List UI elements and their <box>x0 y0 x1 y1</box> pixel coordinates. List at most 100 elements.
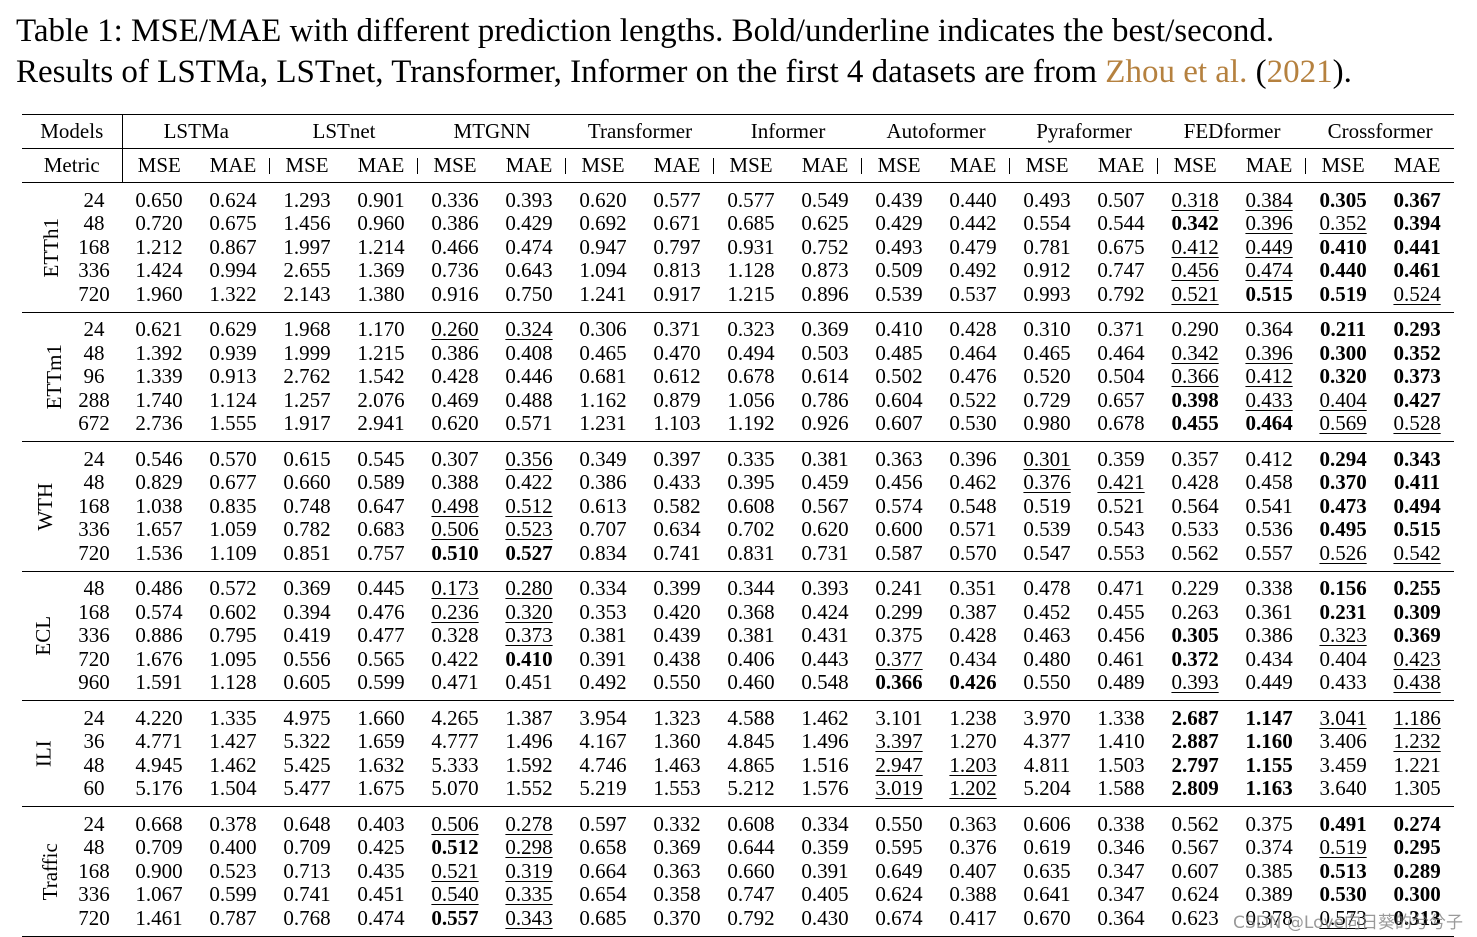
cell: 0.599 <box>344 670 418 701</box>
watermark: CSDN @Love向日葵的兮兮子 <box>1233 913 1463 933</box>
cell: 1.660 <box>344 701 418 731</box>
value: 0.546 <box>135 446 183 471</box>
cell: 1.162 <box>566 388 640 413</box>
value: 0.520 <box>1023 364 1071 388</box>
value: 0.564 <box>1171 493 1219 518</box>
value: 2.143 <box>283 281 331 306</box>
cell: 1.170 <box>344 312 418 342</box>
value: 1.038 <box>135 493 183 518</box>
value: 0.752 <box>801 234 849 259</box>
cell: 0.343 <box>492 906 566 937</box>
cell: 0.445 <box>344 571 418 601</box>
value: 0.506 <box>431 811 479 836</box>
dataset-cell: WTH <box>22 442 66 572</box>
value: 0.473 <box>1319 493 1367 518</box>
metric-name: MSE <box>714 148 789 183</box>
value: 0.675 <box>1097 234 1145 259</box>
value: 1.675 <box>357 776 405 800</box>
data-row: 36 4.771 1.427 5.322 1.659 4.777 1.496 4.167 1.3… <box>22 729 1454 754</box>
cell: 0.528 <box>1380 411 1454 442</box>
cell: 0.526 <box>1306 541 1380 572</box>
cell: 0.369 <box>788 312 862 342</box>
cell: 1.576 <box>788 776 862 807</box>
cell: 0.306 <box>566 312 640 342</box>
cell: 3.101 <box>862 701 936 731</box>
citation-link[interactable]: Zhou et al. <box>1105 54 1248 90</box>
cell: 0.412 <box>1158 235 1232 260</box>
value: 0.795 <box>209 623 257 647</box>
cell: 0.612 <box>640 364 714 389</box>
cell: 0.527 <box>492 541 566 572</box>
cell: 0.493 <box>862 235 936 260</box>
cell: 0.455 <box>1158 411 1232 442</box>
cell: 0.471 <box>1084 571 1158 601</box>
cell: 1.128 <box>714 258 788 283</box>
cell: 0.369 <box>270 571 344 601</box>
value: 0.433 <box>1245 387 1293 412</box>
cell: 0.980 <box>1010 411 1084 442</box>
cell: 0.489 <box>1084 670 1158 701</box>
cell: 0.624 <box>862 882 936 907</box>
value: 0.324 <box>505 317 553 341</box>
value: 0.589 <box>357 470 405 494</box>
cell: 0.522 <box>936 388 1010 413</box>
cell: 0.320 <box>1306 364 1380 389</box>
cell: 0.573 <box>1306 906 1380 937</box>
cell: 0.229 <box>1158 571 1232 601</box>
value: 0.344 <box>727 576 775 600</box>
cell: 0.757 <box>344 541 418 572</box>
horizon: 48 <box>83 576 105 600</box>
value: 0.403 <box>357 811 405 836</box>
citation-year[interactable]: 2021 <box>1266 54 1333 90</box>
value: 0.406 <box>727 646 775 671</box>
value: 3.397 <box>875 729 923 753</box>
cell: 0.643 <box>492 258 566 283</box>
cell: 0.424 <box>788 600 862 625</box>
value: 0.571 <box>949 517 997 541</box>
value: 0.229 <box>1171 576 1219 600</box>
value: 0.332 <box>653 811 701 836</box>
cell: 1.542 <box>344 364 418 389</box>
caption-text: ( <box>1247 54 1267 90</box>
value: 1.536 <box>135 540 183 565</box>
cell: 0.375 <box>1232 807 1306 837</box>
value: 1.155 <box>1245 752 1293 777</box>
cell: 4.377 <box>1010 729 1084 754</box>
cell: 0.602 <box>196 600 270 625</box>
value: 0.550 <box>875 811 923 836</box>
cell: 0.464 <box>1232 411 1306 442</box>
cell: 0.504 <box>1084 364 1158 389</box>
value: 0.548 <box>801 670 849 694</box>
value: 5.219 <box>579 776 627 800</box>
value: 1.322 <box>209 281 257 306</box>
value: 0.439 <box>653 623 701 647</box>
cell: 4.811 <box>1010 753 1084 778</box>
value: 0.381 <box>727 623 775 647</box>
value: 0.607 <box>1171 858 1219 883</box>
cell: 1.232 <box>1380 729 1454 754</box>
cell: 0.361 <box>1232 600 1306 625</box>
cell: 1.212 <box>122 235 196 260</box>
value: 0.782 <box>283 517 331 541</box>
value: 2.736 <box>135 411 183 435</box>
value: 0.541 <box>1245 493 1293 518</box>
cell: 1.360 <box>640 729 714 754</box>
value: 0.521 <box>431 858 479 883</box>
value: 0.423 <box>1393 646 1441 671</box>
cell: 0.305 <box>1158 623 1232 648</box>
cell: 0.567 <box>1158 835 1232 860</box>
horizon: 672 <box>78 411 110 435</box>
dataset-group: Traffic 24 0.668 0.378 0.648 0.403 0.506 0.278 0… <box>22 807 1455 937</box>
value: 0.462 <box>949 470 997 494</box>
value: 4.865 <box>727 752 775 777</box>
value: 0.464 <box>1245 411 1293 435</box>
cell: 0.671 <box>640 211 714 236</box>
cell: 0.503 <box>788 341 862 366</box>
cell: 0.562 <box>1158 541 1232 572</box>
cell: 0.400 <box>196 835 270 860</box>
value: 0.351 <box>949 576 997 600</box>
value: 1.553 <box>653 776 701 800</box>
value: 1.323 <box>653 705 701 730</box>
value: 0.748 <box>283 493 331 518</box>
value: 0.549 <box>801 187 849 212</box>
